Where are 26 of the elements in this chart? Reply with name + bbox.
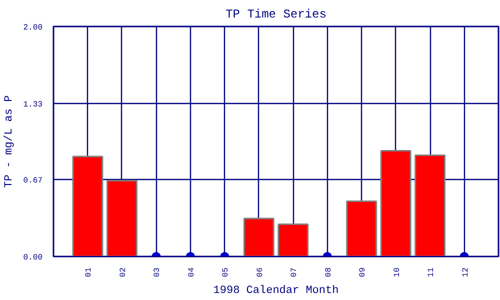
y-tick-label: 0.00 [23, 254, 43, 262]
x-tick-label: 02 [118, 267, 128, 278]
x-tick-label: 09 [358, 267, 368, 278]
bar [106, 180, 138, 256]
x-tick-label: 12 [461, 267, 470, 278]
x-tick-label: 05 [222, 267, 231, 278]
x-tick-label: 07 [290, 267, 300, 278]
x-tick-label: 04 [187, 267, 196, 278]
x-tick-label: 10 [392, 267, 402, 278]
y-tick-label: 2.00 [23, 24, 43, 32]
chart-title: TP Time Series [226, 8, 326, 22]
x-tick-label: 03 [153, 267, 162, 278]
bar [414, 154, 446, 256]
bar [72, 156, 104, 256]
bar [380, 150, 412, 256]
x-tick-label: 06 [256, 267, 265, 278]
x-tick-label: 11 [427, 267, 436, 278]
y-axis-title: TP - mg/L as P [3, 94, 16, 188]
bar [346, 200, 378, 256]
x-tick-label: 01 [84, 267, 94, 278]
bar [278, 224, 309, 256]
bar [243, 218, 274, 256]
y-tick-label: 0.67 [23, 176, 43, 186]
x-axis-title: 1998 Calendar Month [213, 285, 339, 298]
x-tick-label: 08 [324, 267, 334, 278]
y-tick-label: 1.33 [23, 100, 43, 110]
